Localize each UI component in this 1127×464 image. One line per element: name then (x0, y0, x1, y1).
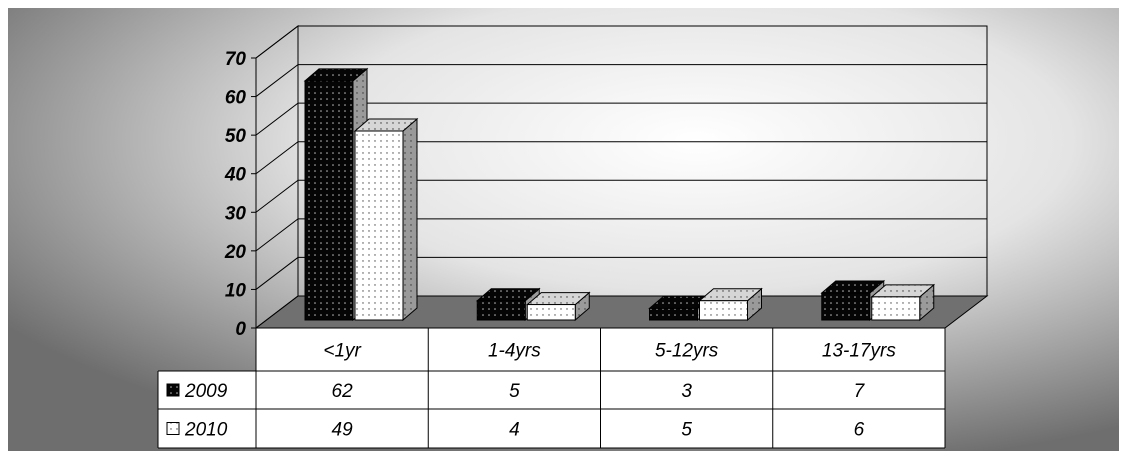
category-label-1-4yrs: 1-4yrs (488, 341, 541, 362)
bar-front-face (649, 307, 698, 321)
bars (303, 67, 936, 322)
bar-front-face (871, 296, 921, 321)
table-cell-2010-1-4yrs: 4 (509, 420, 520, 441)
bar-2010-5-12yrs (698, 287, 763, 322)
gridline-50 (255, 102, 987, 136)
category-label-1yr: <1yr (323, 341, 361, 362)
table-cell-2010-13-17yrs: 6 (854, 420, 865, 441)
category-label-13-17yrs: 13-17yrs (822, 341, 896, 362)
legend-swatch-2009 (166, 383, 180, 397)
category-label-5-12yrs: 5-12yrs (655, 341, 719, 362)
table-cell-2010-5-12yrs: 5 (681, 420, 692, 441)
y-tick-label-0: 0 (235, 319, 246, 340)
legend-label-2009: 2009 (184, 381, 228, 402)
y-tick-label-20: 20 (224, 242, 247, 263)
gridlines (251, 25, 987, 329)
bar-2010-1yr (353, 117, 419, 322)
gridline-70 (255, 25, 987, 59)
bar-front-face (821, 292, 871, 321)
bar-2010-13-17yrs (870, 283, 936, 322)
table-cell-2009-1yr: 62 (332, 381, 354, 402)
legend-swatch-2010 (166, 422, 180, 435)
y-tick-label-30: 30 (225, 203, 247, 224)
gridline-30 (255, 179, 987, 213)
table-cell-2010-1yr: 49 (332, 420, 354, 441)
y-axis-tick-labels: 0 10 20 30 40 50 60 70 (224, 49, 247, 340)
bar-2010-1-4yrs (525, 291, 591, 322)
bar-front-face (354, 130, 404, 321)
y-tick-label-40: 40 (224, 165, 247, 186)
bar-front-face (476, 300, 526, 321)
data-table: <1yr 1-4yrs 5-12yrs 13-17yrs 2009 62 5 3 7 2010 49… (157, 327, 946, 449)
legend-label-2010: 2010 (184, 420, 228, 441)
y-tick-label-50: 50 (225, 126, 247, 147)
y-tick-label-70: 70 (225, 49, 247, 70)
bar-front-face (526, 304, 576, 321)
bar-front-face (304, 80, 354, 321)
gridline-40 (255, 141, 987, 175)
table-cell-2009-13-17yrs: 7 (854, 381, 866, 402)
table-cell-2009-5-12yrs: 3 (681, 381, 692, 402)
bar-side-face (402, 117, 418, 322)
bar-front-face (699, 300, 748, 321)
bar-2009-1-4yrs (475, 287, 541, 322)
gridline-10 (255, 256, 987, 290)
gridline-20 (255, 218, 987, 252)
y-tick-label-60: 60 (225, 88, 247, 109)
gridline-60 (255, 64, 987, 97)
table-cell-2009-1-4yrs: 5 (509, 381, 520, 402)
y-tick-label-10: 10 (225, 280, 247, 301)
